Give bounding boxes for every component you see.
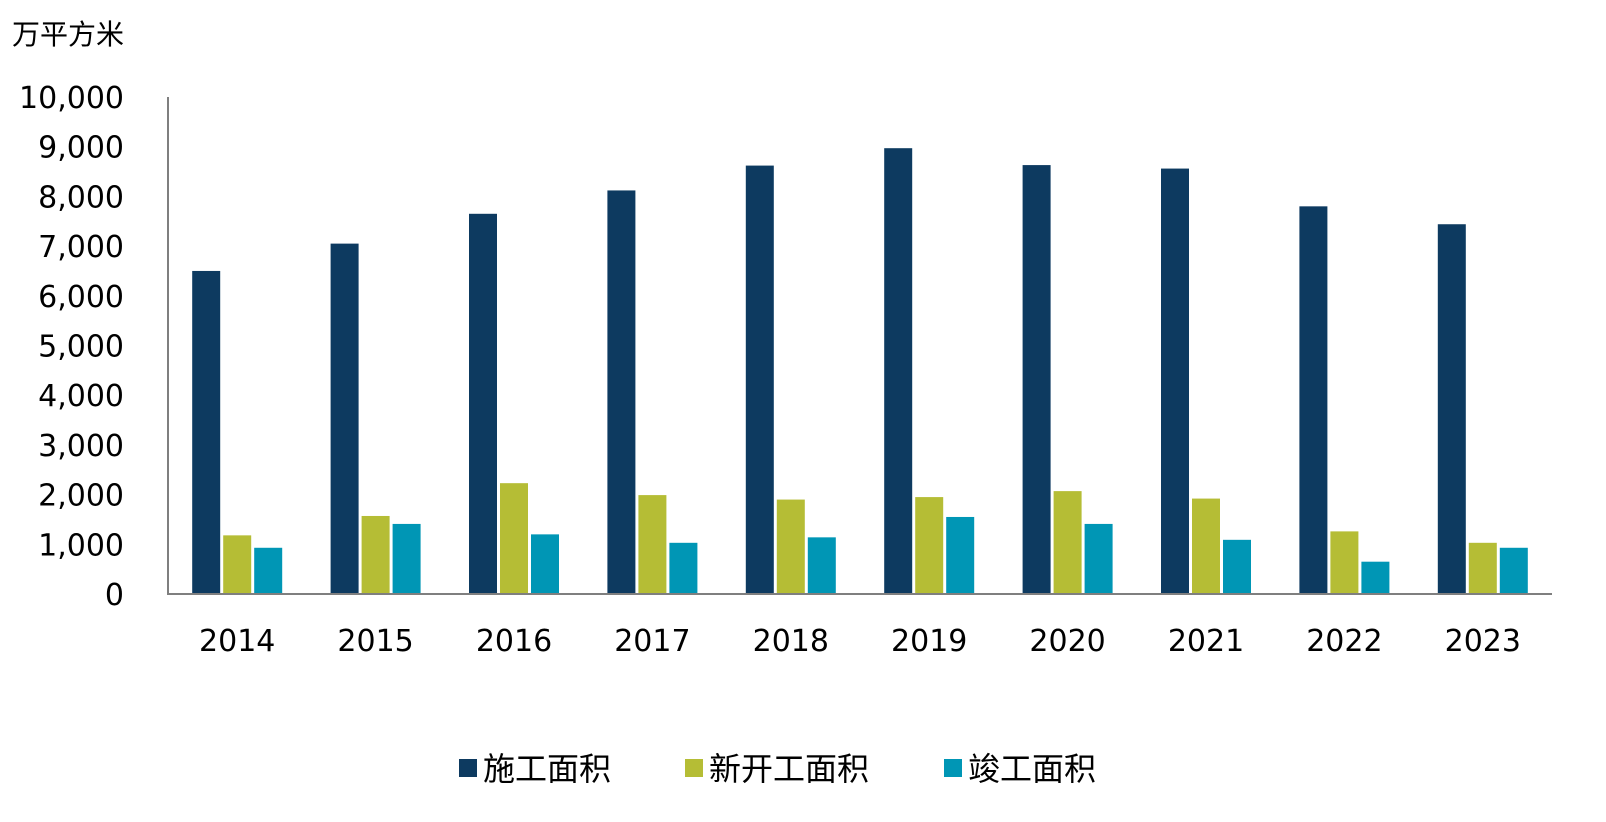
bar-2014-series-2 xyxy=(223,535,252,594)
bar-2018-series-3 xyxy=(807,537,836,594)
bar-2016-series-2 xyxy=(500,483,528,594)
x-tick-label: 2014 xyxy=(199,624,275,659)
bar-2015-series-2 xyxy=(361,515,390,594)
legend-swatch-series-2 xyxy=(685,759,703,777)
bar-2017-series-3 xyxy=(669,542,698,594)
bar-2022-series-2 xyxy=(1330,531,1359,594)
x-tick-label: 2023 xyxy=(1445,624,1521,659)
bar-2023-series-2 xyxy=(1468,542,1497,594)
bar-2022-series-1 xyxy=(1299,206,1328,594)
bar-2018-series-1 xyxy=(745,165,774,594)
bar-2023-series-1 xyxy=(1437,224,1466,594)
x-tick-label: 2022 xyxy=(1306,624,1382,659)
y-tick-label: 5,000 xyxy=(38,330,124,365)
bar-2021-series-2 xyxy=(1192,498,1220,594)
bar-2020-series-1 xyxy=(1022,165,1051,595)
y-tick-label: 10,000 xyxy=(19,81,124,116)
bar-2019-series-2 xyxy=(915,497,944,594)
y-tick-label: 8,000 xyxy=(38,180,124,215)
x-tick-label: 2019 xyxy=(891,624,967,659)
bars xyxy=(192,148,1528,595)
y-tick-label: 6,000 xyxy=(38,280,124,315)
x-tick-label: 2016 xyxy=(476,624,552,659)
bar-2020-series-2 xyxy=(1053,491,1082,594)
bar-2019-series-3 xyxy=(946,516,975,594)
bar-2021-series-3 xyxy=(1223,539,1251,594)
bar-2022-series-3 xyxy=(1361,561,1390,594)
y-tick-label: 2,000 xyxy=(38,479,124,514)
x-tick-label: 2020 xyxy=(1029,624,1105,659)
bar-2015-series-1 xyxy=(330,243,359,595)
x-axis-tick-labels: 2014 2015 2016 2017 2018 2019 2020 2021 2022 2023 xyxy=(199,624,1521,659)
bar-2021-series-1 xyxy=(1161,168,1189,594)
y-tick-label: 4,000 xyxy=(38,379,124,414)
y-tick-label: 3,000 xyxy=(38,429,124,464)
legend-label-series-1: 施工面积 xyxy=(483,750,611,788)
bar-2014-series-3 xyxy=(254,547,283,594)
bar-2023-series-3 xyxy=(1499,547,1528,594)
y-tick-label: 7,000 xyxy=(38,230,124,265)
y-tick-label: 1,000 xyxy=(38,528,124,563)
bar-2014-series-1 xyxy=(192,270,221,594)
x-tick-label: 2021 xyxy=(1168,624,1244,659)
x-tick-label: 2015 xyxy=(337,624,413,659)
y-axis-tick-labels: 0 1,000 2,000 3,000 4,000 5,000 6,000 7,000 8,00… xyxy=(19,81,124,613)
legend-swatch-series-1 xyxy=(459,759,477,777)
x-tick-label: 2017 xyxy=(614,624,690,659)
bar-2018-series-2 xyxy=(776,499,805,594)
legend-label-series-3: 竣工面积 xyxy=(968,750,1096,788)
bar-2016-series-3 xyxy=(531,534,559,594)
bar-2017-series-1 xyxy=(607,190,636,594)
y-axis-unit-label: 万平方米 xyxy=(12,18,124,51)
legend-swatch-series-3 xyxy=(944,759,962,777)
bar-2017-series-2 xyxy=(638,495,667,594)
bar-2020-series-3 xyxy=(1084,523,1113,594)
bar-2015-series-3 xyxy=(392,523,421,594)
y-tick-label: 9,000 xyxy=(38,131,124,166)
y-tick-label: 0 xyxy=(105,578,124,613)
legend-label-series-2: 新开工面积 xyxy=(709,750,869,788)
bar-2016-series-1 xyxy=(469,213,497,595)
bar-2019-series-1 xyxy=(884,148,913,595)
x-tick-label: 2018 xyxy=(753,624,829,659)
legend: 施工面积 新开工面积 竣工面积 xyxy=(459,750,1096,788)
